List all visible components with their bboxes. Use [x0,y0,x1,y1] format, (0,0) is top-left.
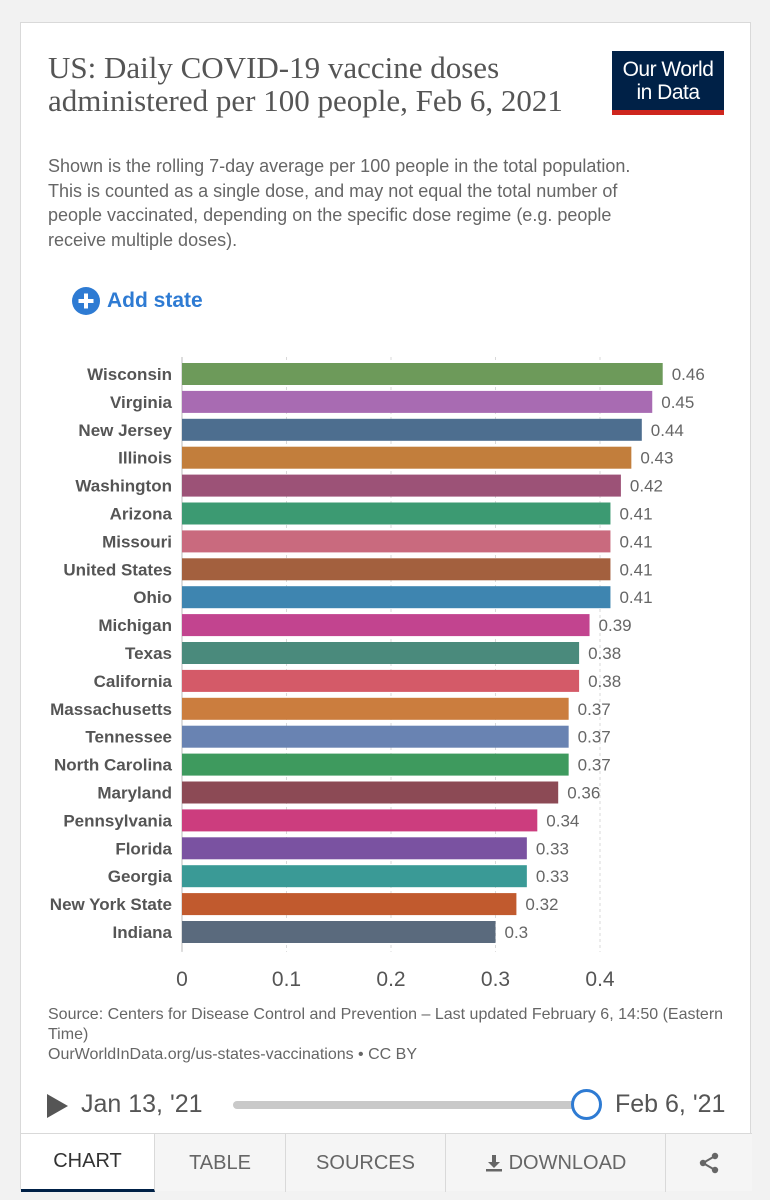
category-label: Virginia [110,393,173,412]
category-label: Illinois [118,449,172,468]
value-label: 0.41 [619,560,652,579]
tab-download[interactable]: DOWNLOAD [446,1134,666,1192]
category-label: Ohio [133,588,172,607]
bar [182,586,611,609]
owid-logo[interactable]: Our World in Data [612,51,724,115]
timeline: Jan 13, '21 Feb 6, '21 [21,1083,752,1127]
logo-line-1: Our World [622,58,714,81]
bar [182,642,580,664]
x-tick-label: 0.3 [481,968,510,991]
value-label: 0.33 [536,867,569,886]
license-link[interactable]: OurWorldInData.org/us-states-vaccination… [48,1046,417,1063]
bar [182,446,632,469]
bar [182,697,569,720]
bar [182,725,569,748]
value-label: 0.44 [651,421,684,440]
value-label: 0.45 [661,393,694,412]
category-label: Arizona [110,505,173,524]
x-tick-label: 0.1 [272,968,301,991]
value-label: 0.3 [505,923,529,942]
bar [182,558,611,581]
share-button[interactable] [666,1134,752,1192]
value-label: 0.42 [630,477,663,496]
chart-subtitle: Shown is the rolling 7-day average per 1… [48,156,631,250]
plus-circle-icon [72,287,100,315]
category-label: Indiana [112,923,172,942]
bar [182,363,663,385]
category-label: Georgia [108,867,173,886]
category-label: California [94,672,173,691]
category-label: Missouri [102,532,172,551]
value-label: 0.37 [578,756,611,775]
bar [182,669,580,692]
bar [182,390,653,413]
bar [182,865,527,888]
bar [182,893,517,916]
category-label: New Jersey [78,421,172,440]
add-state-label: Add state [107,289,203,312]
bar [182,502,611,525]
category-label: North Carolina [54,756,173,775]
tab-sources[interactable]: SOURCES [286,1134,446,1192]
value-label: 0.41 [619,505,652,524]
value-label: 0.37 [578,700,611,719]
tab-chart[interactable]: CHART [21,1134,155,1192]
value-label: 0.38 [588,644,621,663]
value-label: 0.37 [578,728,611,747]
value-label: 0.41 [619,532,652,551]
value-label: 0.36 [567,784,600,803]
chart-title: US: Daily COVID-19 vaccine doses adminis… [48,50,563,118]
timeline-start-date: Jan 13, '21 [81,1090,203,1118]
bar [182,921,496,943]
category-label: Washington [75,477,172,496]
x-tick-label: 0 [176,968,188,991]
tab-table[interactable]: TABLE [155,1134,286,1192]
share-icon [699,1152,719,1174]
source-text: Source: Centers for Disease Control and … [48,1006,724,1043]
logo-line-2: in Data [636,81,700,104]
category-label: New York State [50,895,172,914]
x-tick-label: 0.2 [376,968,405,991]
value-label: 0.46 [672,365,705,384]
category-label: United States [63,560,172,579]
category-label: Tennessee [85,728,172,747]
bar [182,418,642,441]
chart-card: US: Daily COVID-19 vaccine doses adminis… [20,22,752,1192]
bar [182,837,527,860]
bar [182,753,569,776]
bar [182,781,559,804]
category-label: Maryland [97,784,172,803]
category-label: Wisconsin [87,365,172,384]
category-label: Pennsylvania [63,811,172,830]
bar [182,474,621,497]
timeline-track[interactable] [233,1101,587,1109]
x-tick-label: 0.4 [585,968,615,991]
category-label: Florida [115,839,172,858]
bar [182,809,538,832]
category-label: Michigan [98,616,172,635]
chart-source: Source: Centers for Disease Control and … [48,1005,728,1065]
play-icon[interactable] [45,1093,69,1119]
value-label: 0.33 [536,839,569,858]
value-label: 0.32 [525,895,558,914]
timeline-end-date: Feb 6, '21 [615,1090,726,1118]
value-label: 0.34 [546,811,579,830]
bar-chart: 0 0.1 0.2 0.3 0.4 Wisconsin 0.46 Virginia 0.45 Ne… [50,357,705,991]
tab-download-label: DOWNLOAD [508,1151,627,1174]
value-label: 0.43 [640,449,673,468]
timeline-handle[interactable] [571,1089,602,1120]
category-label: Texas [125,644,172,663]
download-icon [485,1155,502,1172]
category-label: Massachusetts [50,700,172,719]
tab-bar: CHART TABLE SOURCES DOWNLOAD [21,1133,752,1192]
value-label: 0.41 [619,588,652,607]
value-label: 0.38 [588,672,621,691]
bar [182,530,611,553]
value-label: 0.39 [599,616,632,635]
add-state-button[interactable]: Add state [71,286,203,316]
bar [182,614,590,637]
